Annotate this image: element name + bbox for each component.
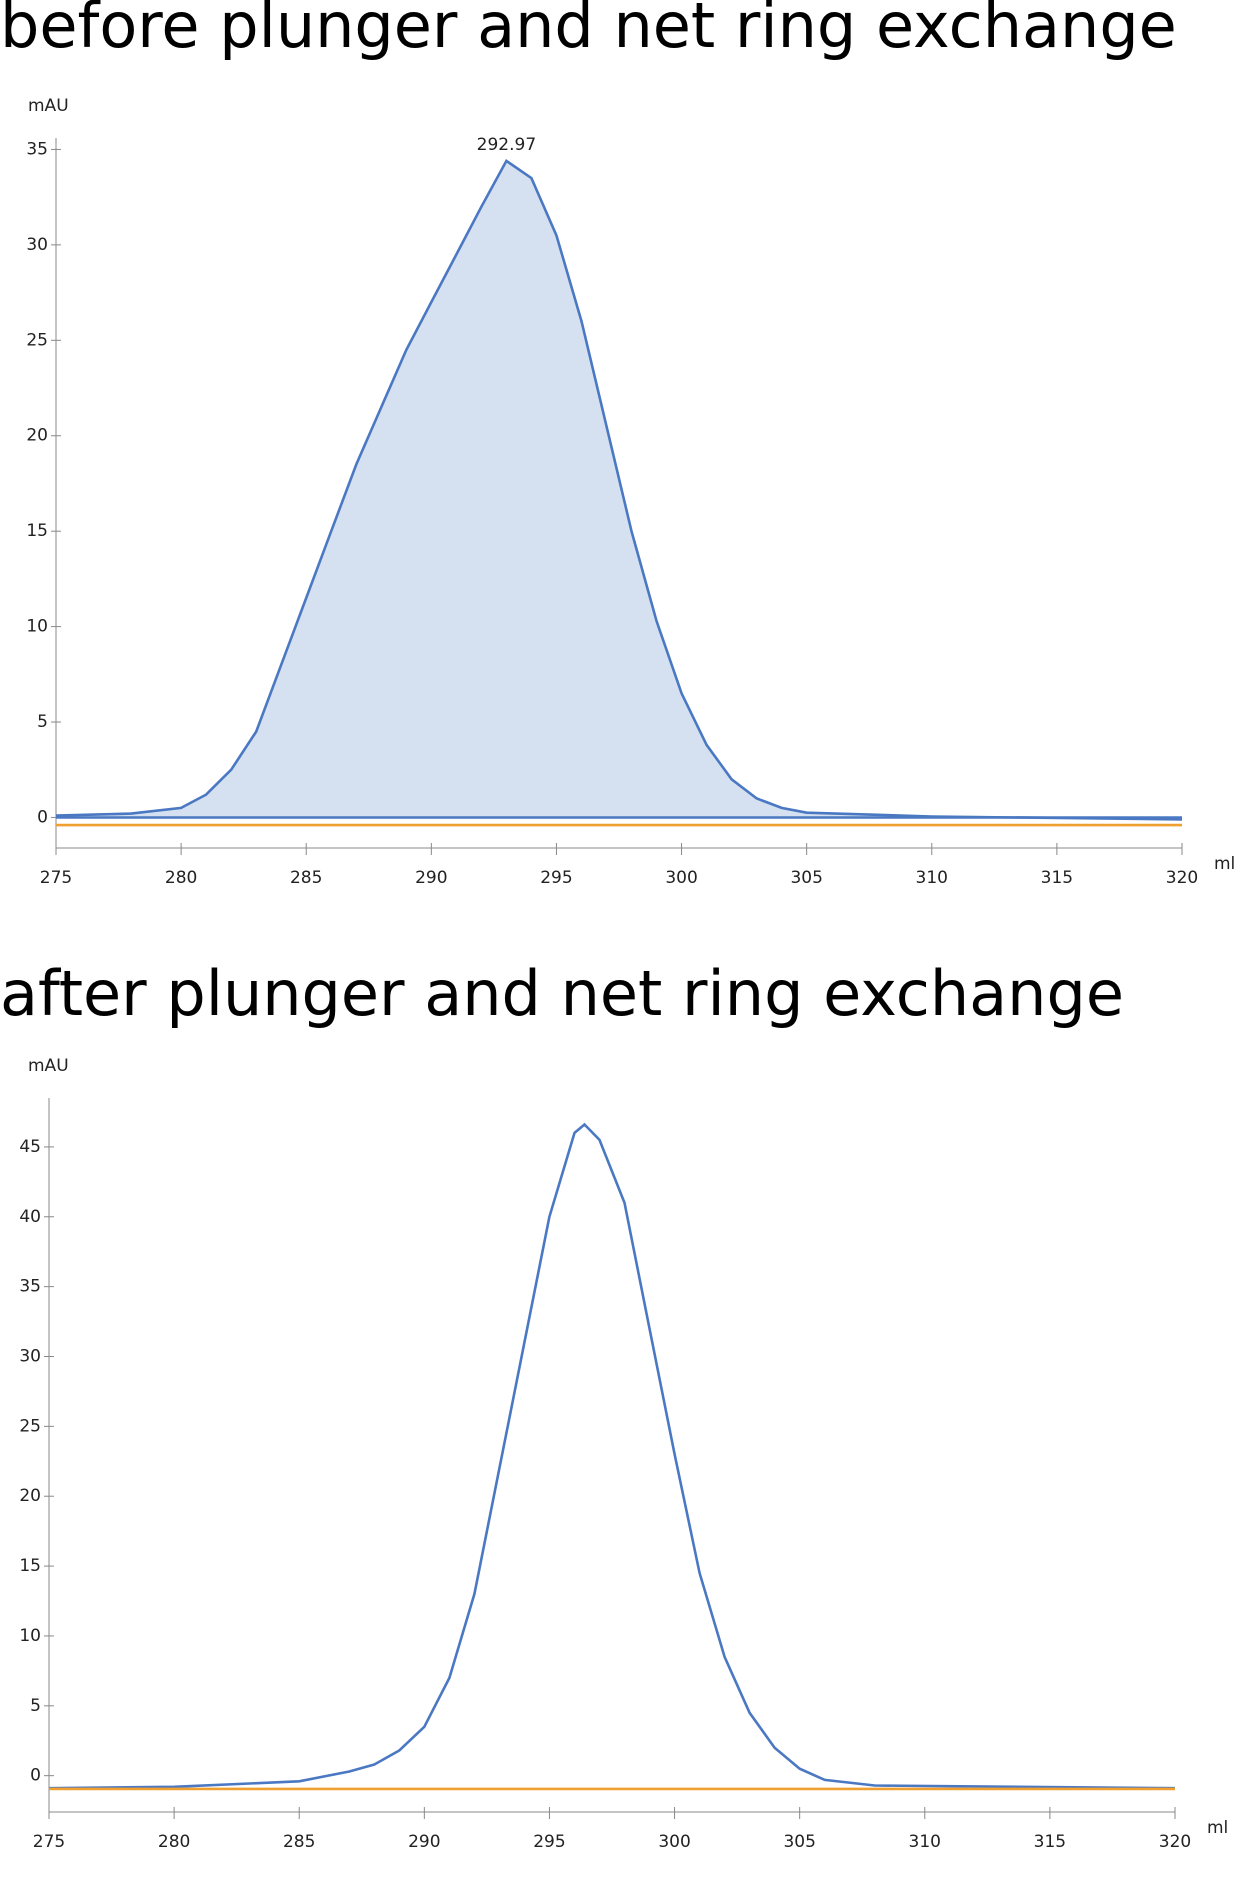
y-tick-label: 40 — [19, 1207, 41, 1227]
x-tick-label: 280 — [165, 868, 197, 888]
y-tick-label: 25 — [19, 1416, 41, 1436]
area — [56, 160, 1182, 820]
x-tick-label: 280 — [158, 1832, 190, 1852]
y-tick-label: 0 — [37, 807, 48, 827]
y-tick-label: 15 — [19, 1556, 41, 1576]
x-tick-label: 285 — [283, 1832, 315, 1852]
y-tick-label: 20 — [19, 1486, 41, 1506]
chart-title: after plunger and net ring exchange — [0, 957, 1124, 1030]
y-tick-label: 10 — [26, 617, 48, 637]
x-tick-label: 300 — [665, 868, 697, 888]
x-axis-label: ml — [1214, 854, 1235, 874]
x-tick-label: 315 — [1034, 1832, 1066, 1852]
x-tick-label: 300 — [658, 1832, 690, 1852]
x-tick-label: 305 — [790, 868, 822, 888]
x-tick-label: 320 — [1166, 868, 1198, 888]
x-tick-label: 275 — [40, 868, 72, 888]
y-tick-label: 45 — [19, 1137, 41, 1157]
y-tick-label: 30 — [26, 235, 48, 255]
y-tick-label: 15 — [26, 521, 48, 541]
y-tick-label: 25 — [26, 330, 48, 350]
y-tick-label: 10 — [19, 1626, 41, 1646]
y-tick-label: 20 — [26, 426, 48, 446]
x-tick-label: 305 — [783, 1832, 815, 1852]
y-axis-label: mAU — [28, 1056, 69, 1076]
x-tick-label: 285 — [290, 868, 322, 888]
x-tick-label: 275 — [33, 1832, 65, 1852]
x-tick-label: 315 — [1041, 868, 1073, 888]
y-axis-label: mAU — [28, 96, 69, 116]
chart-title: before plunger and net ring exchange — [0, 0, 1177, 62]
x-tick-label: 290 — [415, 868, 447, 888]
peak-label: 292.97 — [477, 135, 536, 155]
y-tick-label: 35 — [19, 1277, 41, 1297]
y-tick-label: 35 — [26, 139, 48, 159]
y-tick-label: 0 — [30, 1766, 41, 1786]
line — [55, 159, 1183, 821]
x-tick-label: 295 — [540, 868, 572, 888]
x-tick-label: 310 — [909, 1832, 941, 1852]
x-tick-label: 290 — [408, 1832, 440, 1852]
line — [48, 1122, 1176, 1790]
x-axis-label: ml — [1207, 1818, 1228, 1838]
x-tick-label: 310 — [916, 868, 948, 888]
y-tick-label: 30 — [19, 1346, 41, 1366]
x-tick-label: 320 — [1159, 1832, 1191, 1852]
x-tick-label: 295 — [533, 1832, 565, 1852]
y-tick-label: 5 — [30, 1696, 41, 1716]
y-tick-label: 5 — [37, 712, 48, 732]
